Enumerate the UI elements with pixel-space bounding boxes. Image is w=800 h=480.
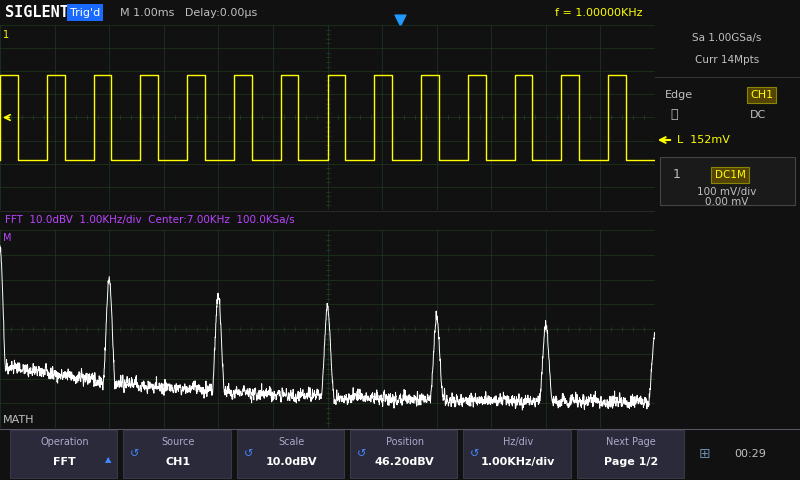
Text: ↺: ↺ bbox=[243, 449, 253, 459]
Text: MATH: MATH bbox=[3, 415, 34, 425]
Text: DC: DC bbox=[750, 110, 766, 120]
FancyBboxPatch shape bbox=[350, 430, 458, 478]
FancyBboxPatch shape bbox=[660, 157, 795, 205]
Text: FFT  10.0dBV  1.00KHz/div  Center:7.00KHz  100.0KSa/s: FFT 10.0dBV 1.00KHz/div Center:7.00KHz 1… bbox=[5, 215, 294, 225]
FancyBboxPatch shape bbox=[463, 430, 570, 478]
Text: 1: 1 bbox=[3, 30, 9, 40]
Text: ⊞: ⊞ bbox=[699, 447, 711, 461]
Text: FFT: FFT bbox=[54, 457, 76, 467]
Text: Scale: Scale bbox=[278, 437, 305, 447]
Text: ↺: ↺ bbox=[470, 449, 480, 459]
Text: 1: 1 bbox=[673, 168, 681, 181]
Text: Next Page: Next Page bbox=[606, 437, 656, 447]
Text: Source: Source bbox=[162, 437, 194, 447]
Text: CH1: CH1 bbox=[750, 90, 773, 100]
Text: 100 mV/div: 100 mV/div bbox=[698, 187, 757, 197]
Text: M 1.00ms   Delay:0.00μs: M 1.00ms Delay:0.00μs bbox=[120, 8, 258, 17]
Text: 00:29: 00:29 bbox=[734, 449, 766, 459]
Point bbox=[394, 16, 406, 24]
Text: L  152mV: L 152mV bbox=[677, 135, 730, 145]
Text: Operation: Operation bbox=[40, 437, 89, 447]
Text: Position: Position bbox=[386, 437, 424, 447]
Text: Curr 14Mpts: Curr 14Mpts bbox=[695, 55, 759, 65]
Text: ⎏: ⎏ bbox=[667, 108, 678, 121]
Text: 46.20dBV: 46.20dBV bbox=[374, 457, 434, 467]
Text: SIGLENT: SIGLENT bbox=[5, 5, 69, 20]
Text: 0.00 mV: 0.00 mV bbox=[706, 197, 749, 207]
Text: Trig'd: Trig'd bbox=[70, 8, 100, 17]
Text: Page 1/2: Page 1/2 bbox=[604, 457, 658, 467]
Text: ↺: ↺ bbox=[357, 449, 366, 459]
Text: Sa 1.00GSa/s: Sa 1.00GSa/s bbox=[692, 33, 762, 43]
Text: M: M bbox=[3, 233, 11, 243]
Text: Hz/div: Hz/div bbox=[503, 437, 533, 447]
FancyBboxPatch shape bbox=[237, 430, 344, 478]
Text: ▲: ▲ bbox=[105, 456, 111, 465]
Text: DC1M: DC1M bbox=[714, 170, 746, 180]
FancyBboxPatch shape bbox=[10, 430, 118, 478]
FancyBboxPatch shape bbox=[577, 430, 684, 478]
Text: f = 1.00000KHz: f = 1.00000KHz bbox=[555, 8, 642, 17]
Text: 10.0dBV: 10.0dBV bbox=[266, 457, 317, 467]
Text: CH1: CH1 bbox=[166, 457, 190, 467]
Text: 1.00KHz/div: 1.00KHz/div bbox=[481, 457, 555, 467]
FancyBboxPatch shape bbox=[123, 430, 230, 478]
Text: ↺: ↺ bbox=[130, 449, 140, 459]
Text: Edge: Edge bbox=[665, 90, 693, 100]
